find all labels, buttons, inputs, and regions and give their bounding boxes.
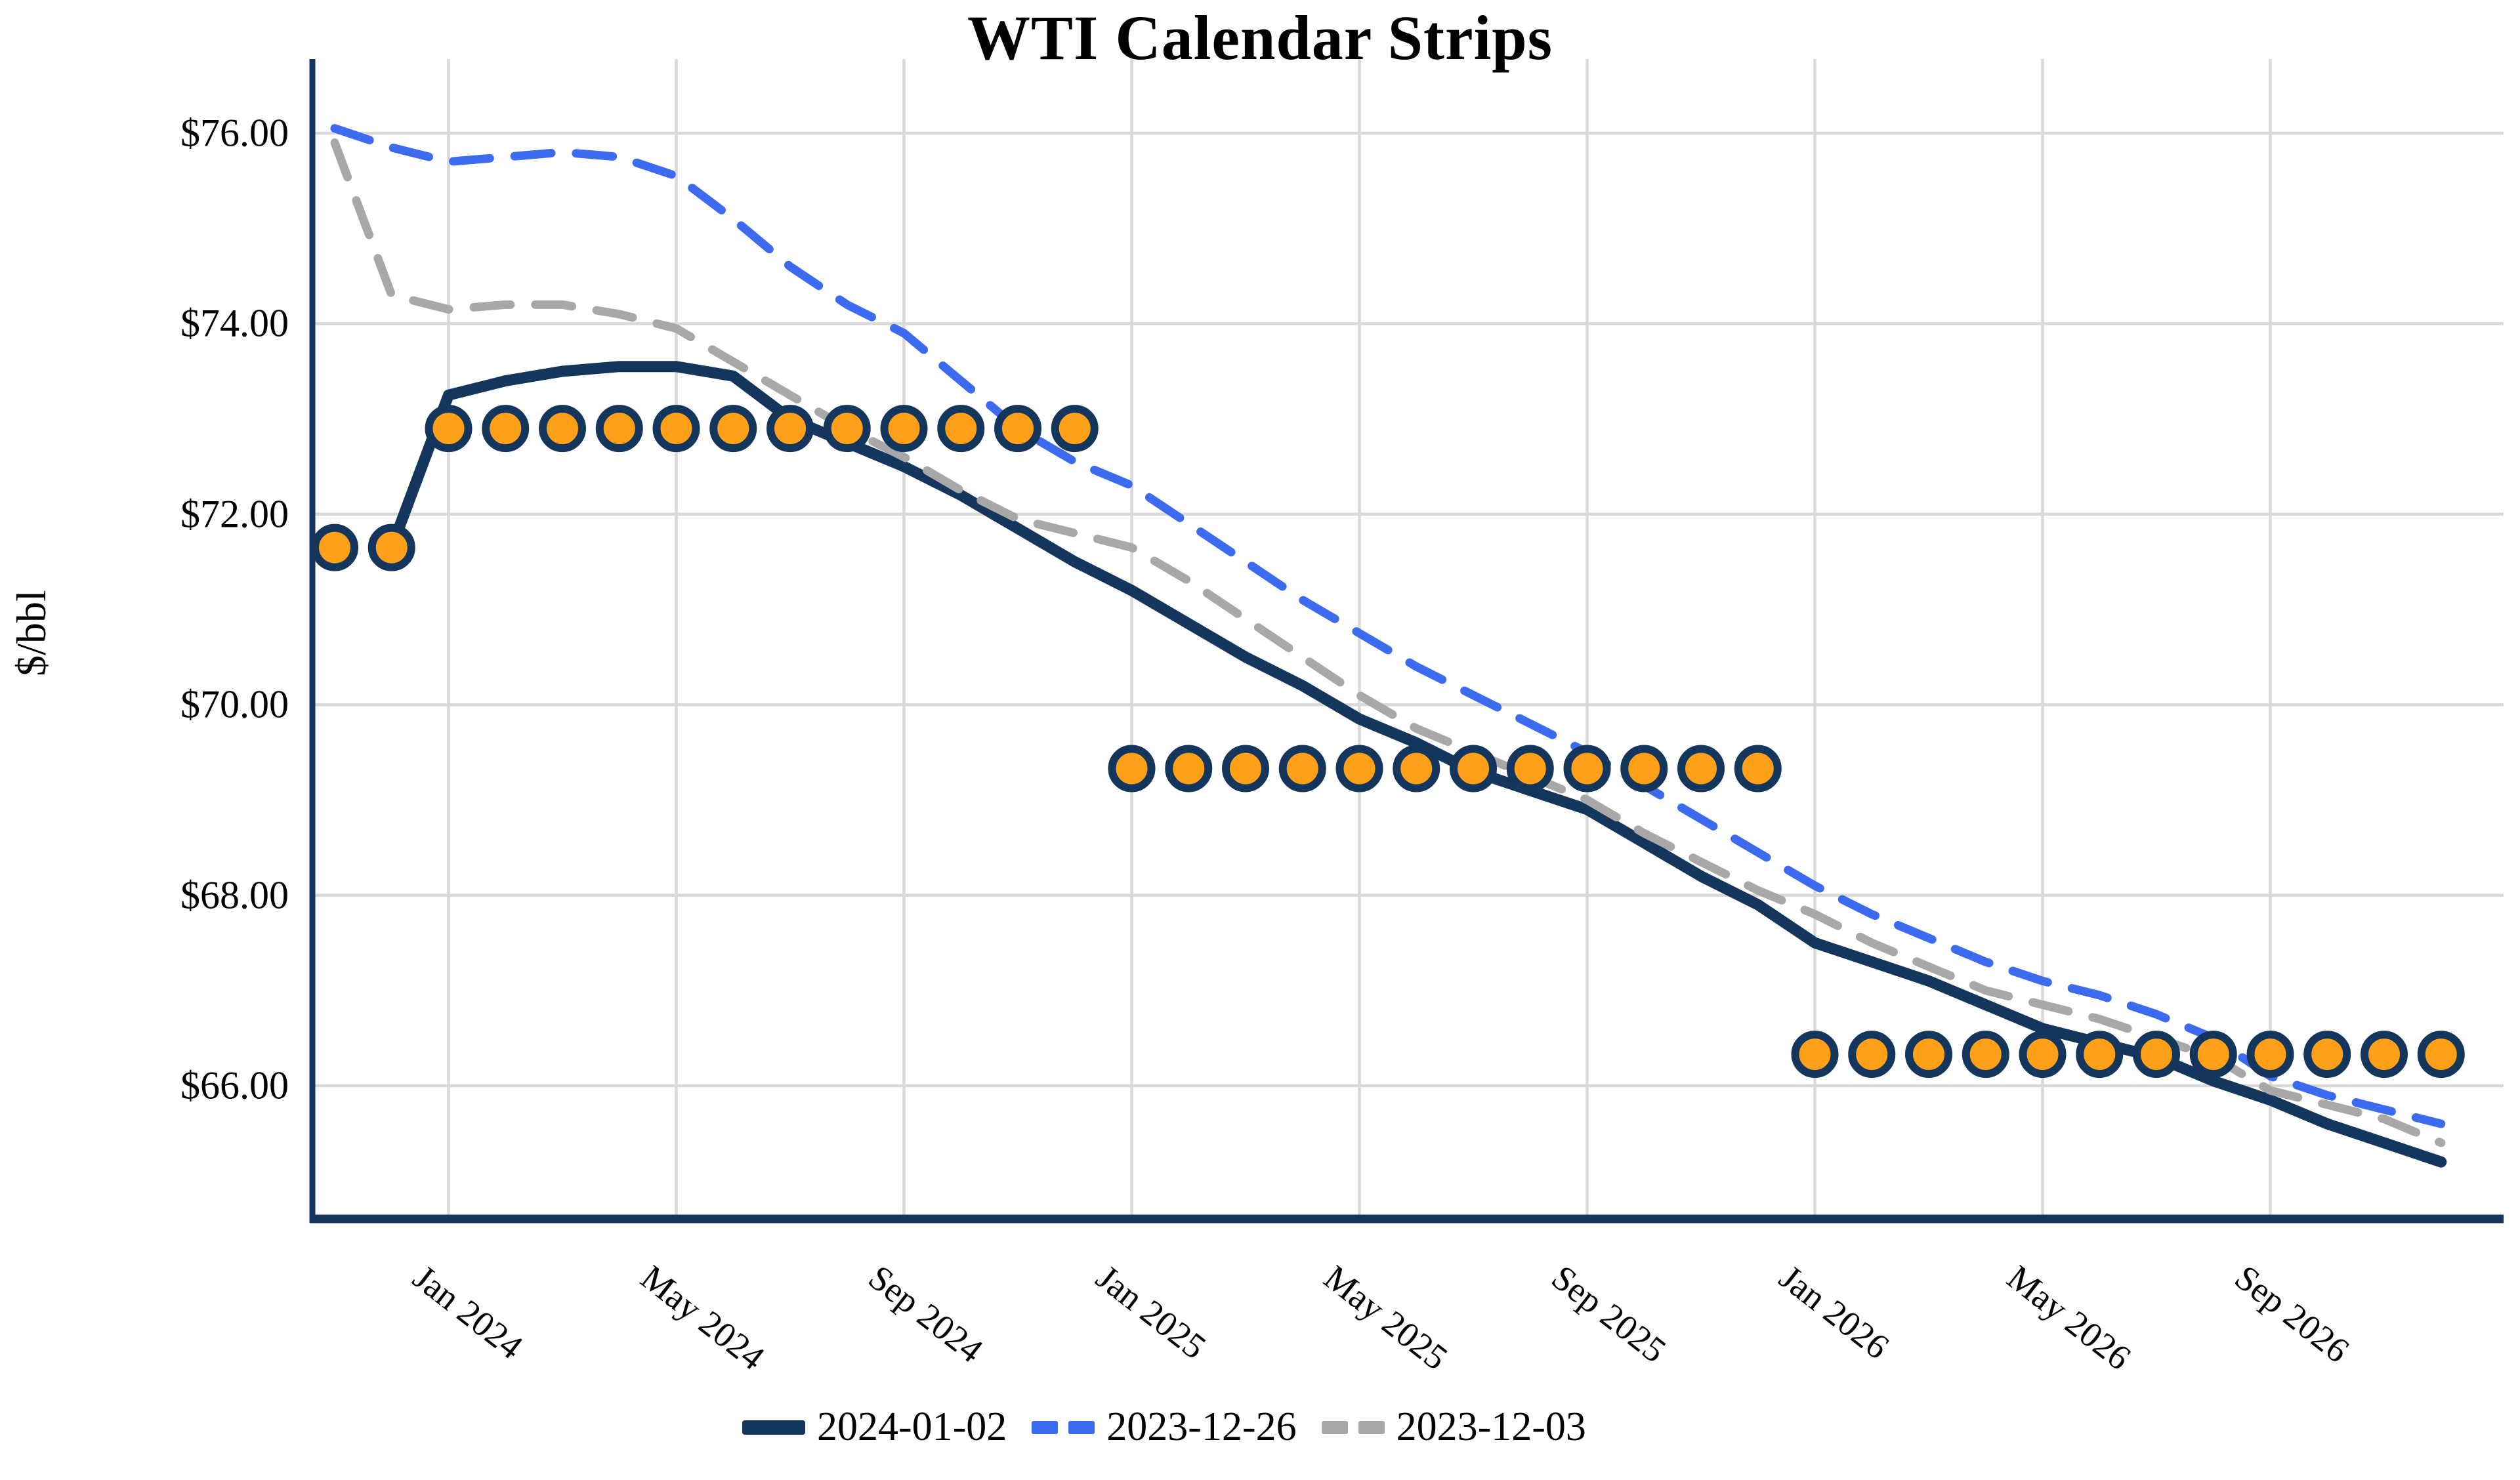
strip-marker [1051,405,1099,453]
chart-legend: 2024-01-02 2023-12-26 2023-12-03 [725,1396,1603,1458]
strip-marker [880,405,928,453]
strip-marker [1335,745,1383,792]
dashed-line-swatch [1321,1420,1385,1434]
strip-marker [2019,1031,2067,1079]
strip-marker [709,405,757,453]
strip-marker [1905,1031,1952,1079]
strip-marker [539,405,586,453]
y-tick-label: $74.00 [180,301,289,345]
chart-title: WTI Calendar Strips [967,3,1553,73]
strip-marker [1278,745,1326,792]
series-line-2023-12-03 [330,138,2446,1147]
strip-marker [1393,745,1440,792]
strip-marker [1677,745,1725,792]
strip-marker [652,405,700,453]
strip-marker [595,405,643,453]
legend-item-2024-01-02: 2024-01-02 [742,1404,1007,1450]
solid-line-swatch [742,1420,805,1435]
legend-item-2023-12-26: 2023-12-26 [1032,1404,1297,1450]
y-tick-label: $70.00 [180,682,289,726]
legend-item-2023-12-03: 2023-12-03 [1321,1404,1586,1450]
y-tick-label: $76.00 [180,111,289,155]
strip-marker [1108,745,1156,792]
series-line-2023-12-26 [330,124,2446,1128]
legend-label: 2023-12-03 [1396,1405,1586,1449]
strip-marker [1165,745,1213,792]
strip-marker [823,405,871,453]
strip-marker [2246,1031,2294,1079]
strip-marker [2076,1031,2124,1079]
strip-marker [994,405,1041,453]
strip-marker [766,405,814,453]
strip-marker [2189,1031,2237,1079]
strip-marker [2417,1031,2465,1079]
strip-marker [311,524,358,571]
strip-marker [1848,1031,1896,1079]
legend-label: 2023-12-26 [1106,1405,1297,1449]
y-tick-label: $68.00 [180,873,289,917]
strip-marker [937,405,985,453]
strip-marker [2361,1031,2408,1079]
strip-marker [1222,745,1269,792]
strip-marker [425,405,472,453]
strip-marker [1734,745,1782,792]
y-tick-label: $66.00 [180,1063,289,1107]
dashed-line-swatch [1032,1420,1095,1434]
strip-marker [2303,1031,2351,1079]
strip-marker [1791,1031,1839,1079]
strip-marker [1620,745,1668,792]
strip-marker [1506,745,1554,792]
strip-marker [1962,1031,2009,1079]
y-tick-label: $72.00 [180,492,289,536]
legend-label: 2024-01-02 [817,1405,1007,1449]
strip-marker [482,405,530,453]
strip-marker [1450,745,1497,792]
strip-marker [368,524,415,571]
strip-marker [1563,745,1611,792]
strip-marker [2133,1031,2180,1079]
